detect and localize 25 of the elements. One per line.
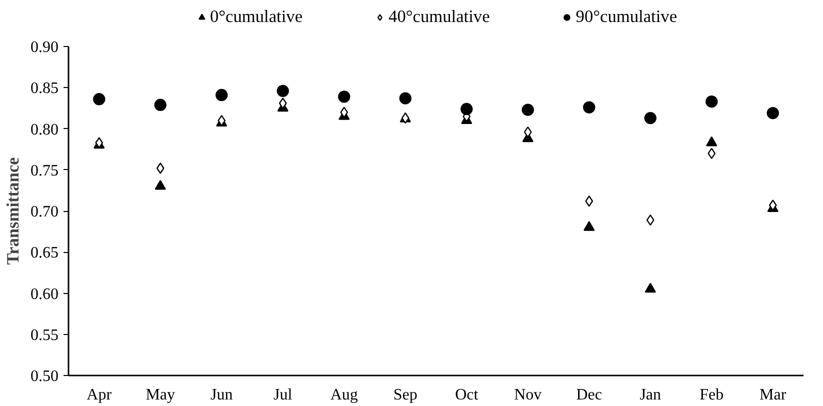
y-tick-label: 0.70 bbox=[30, 204, 58, 220]
x-tick-label: Jul bbox=[274, 386, 293, 404]
x-tick-label: Mar bbox=[760, 386, 787, 404]
legend-label: 90°cumulative bbox=[576, 7, 678, 27]
y-tick-label: 0.85 bbox=[30, 80, 58, 98]
y-tick-label: 0.75 bbox=[30, 162, 58, 180]
x-tick-label: Feb bbox=[700, 386, 724, 404]
y-tick-label: 0.60 bbox=[30, 286, 58, 303]
x-tick-label: Dec bbox=[576, 386, 602, 404]
x-tick-label: Jun bbox=[210, 386, 233, 404]
x-tick-label: May bbox=[146, 386, 176, 404]
y-tick-label: 0.50 bbox=[30, 368, 58, 385]
x-tick-label: Aug bbox=[330, 386, 358, 404]
x-tick-label: Jan bbox=[640, 386, 662, 404]
x-tick-label: Sep bbox=[393, 386, 418, 404]
legend-label: 0°cumulative bbox=[210, 7, 303, 27]
x-tick-label: Oct bbox=[455, 386, 479, 404]
x-tick-label: Apr bbox=[86, 386, 112, 404]
y-tick-label: 0.80 bbox=[30, 121, 58, 138]
y-tick-label: 0.90 bbox=[30, 39, 58, 56]
legend-label: 40°cumulative bbox=[388, 7, 490, 27]
y-axis-title: Transmittance bbox=[4, 156, 22, 265]
x-tick-label: Nov bbox=[514, 386, 542, 404]
y-tick-label: 0.55 bbox=[30, 326, 58, 344]
y-tick-label: 0.65 bbox=[30, 244, 58, 262]
